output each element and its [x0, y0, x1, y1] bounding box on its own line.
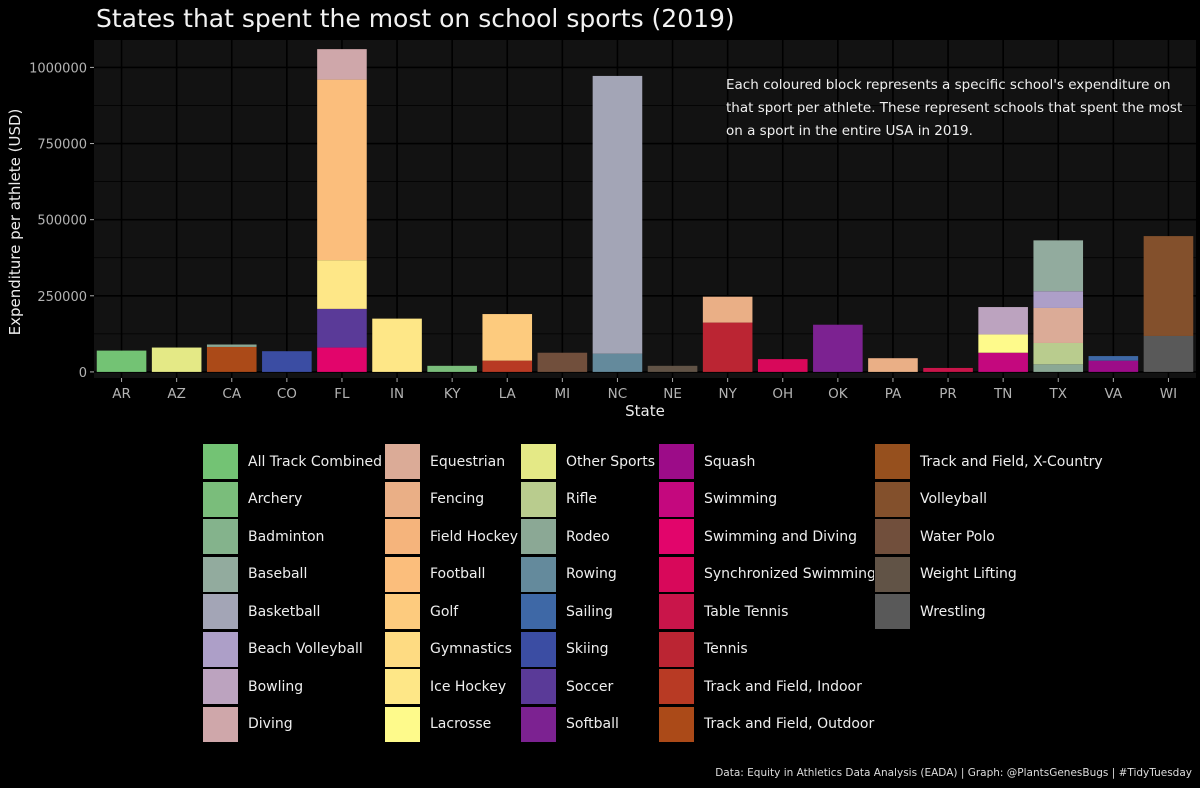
bar-segment-in-ice-hockey [372, 318, 422, 372]
bar-segment-tn-bowling [978, 307, 1028, 335]
bar-segment-oh-synchronized-swimming [757, 359, 808, 372]
x-tick-label: MI [555, 386, 571, 402]
x-tick-label: KY [444, 386, 461, 402]
bar-segment-fl-ice-hockey [317, 260, 367, 309]
x-tick-label: AR [112, 386, 131, 402]
axis-layer: 0 250000 500000 750000 1000000 AR AZ CA CO FL IN KY… [29, 61, 1177, 402]
bar-segment-va-sailing [1088, 356, 1139, 361]
bar-segment-tx-equestrian [1033, 307, 1084, 343]
bar-segment-tx-rifle [1033, 342, 1084, 365]
x-tick-label: TN [993, 386, 1012, 402]
bar-segment-nc-rowing [592, 353, 643, 372]
bar-segment-ny-fencing [702, 296, 753, 323]
bar-segment-ky-archery [427, 365, 477, 372]
bar-segment-la-track-and-field-indoor [482, 360, 533, 372]
bar-segment-pr-table-tennis [923, 367, 973, 372]
x-tick-label: WI [1160, 386, 1177, 402]
bar-segment-wi-wrestling [1143, 335, 1194, 372]
bar-segment-tx-beach-volleyball [1033, 291, 1084, 308]
bar-segment-mi-water-polo [537, 352, 588, 372]
bar-segment-tx-rodeo [1033, 364, 1084, 372]
y-tick-label: 0 [79, 366, 87, 381]
y-tick-label: 500000 [37, 214, 87, 229]
bar-segment-fl-swimming-and-diving [317, 347, 367, 372]
bar-segment-az-other-sports [151, 347, 202, 372]
bar-segment-co-skiing [262, 351, 312, 372]
bar-segment-nc-basketball [592, 75, 643, 354]
chart-annotation: Each coloured block represents a specifi… [726, 77, 1183, 139]
bar-layer [96, 49, 1194, 372]
x-tick-label: OH [772, 386, 793, 402]
bar-segment-ne-weight-lifting [647, 365, 698, 372]
x-tick-label: AZ [167, 386, 185, 402]
x-tick-label: NE [663, 386, 682, 402]
x-tick-label: IN [390, 386, 404, 402]
bar-segment-pa-fencing [868, 358, 918, 372]
x-tick-label: PA [885, 386, 902, 402]
bar-segment-ca-rodeo [206, 344, 257, 347]
bar-segment-fl-football [317, 79, 367, 261]
chart-caption: Data: Equity in Athletics Data Analysis … [715, 767, 1192, 779]
x-tick-label: CA [222, 386, 241, 402]
y-tick-label: 750000 [37, 138, 87, 153]
chart-title: States that spent the most on school spo… [96, 4, 735, 33]
bar-segment-va-squash [1088, 360, 1139, 372]
x-tick-label: NY [718, 386, 737, 402]
y-tick-label: 250000 [37, 290, 87, 305]
x-tick-label: TX [1049, 386, 1068, 402]
bar-segment-tn-swimming [978, 352, 1028, 372]
y-axis-label: Expenditure per athlete (USD) [6, 109, 24, 336]
bar-segment-tx-baseball [1033, 240, 1084, 292]
bar-segment-wi-volleyball [1143, 236, 1194, 336]
bar-segment-ok-softball [813, 324, 863, 372]
y-tick-label: 1000000 [29, 61, 87, 76]
x-tick-label: OK [828, 386, 849, 402]
bar-segment-ar-all-track-combined [96, 350, 147, 372]
x-tick-label: NC [608, 386, 628, 402]
bar-segment-tn-lacrosse [978, 334, 1028, 353]
x-tick-label: PR [939, 386, 957, 402]
bar-segment-la-golf [482, 314, 533, 361]
bar-segment-ca-track-and-field-outdoor [206, 346, 257, 372]
x-axis-label: State [625, 402, 665, 420]
bar-segment-ny-tennis [702, 322, 753, 372]
bar-segment-fl-soccer [317, 308, 367, 348]
x-tick-label: CO [277, 386, 297, 402]
x-tick-label: FL [334, 386, 350, 402]
bar-segment-fl-diving [317, 49, 367, 80]
x-tick-label: VA [1105, 386, 1123, 402]
x-tick-label: LA [499, 386, 517, 402]
